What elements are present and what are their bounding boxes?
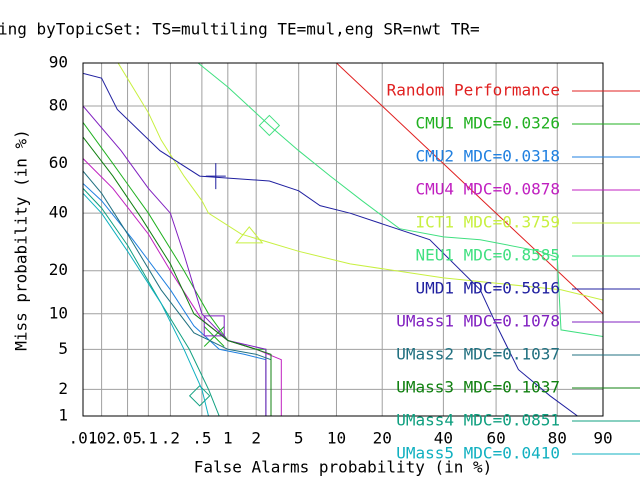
marker [203,315,225,337]
y-tick-label: 2 [58,379,68,398]
x-tick-label: 10 [327,429,346,448]
y-tick-label: 60 [49,153,68,172]
y-tick-label: 80 [49,96,68,115]
det-curve [83,136,272,416]
x-tick-label: 40 [434,429,453,448]
legend-label: UMass4 MDC=0.0851 [396,411,560,430]
marker [188,385,211,407]
x-tick-label: .1 [139,429,158,448]
det-curve [83,122,267,416]
marker [258,114,281,137]
x-tick-label: 90 [593,429,612,448]
det-curve [336,63,603,315]
det-curve [83,72,578,416]
legend-label: UMass1 MDC=0.1078 [396,312,560,331]
det-curve [117,63,603,301]
x-tick-label: .02 [87,429,116,448]
x-tick-label: 20 [373,429,392,448]
x-tick-label: 5 [294,429,304,448]
legend-label: UMass3 MDC=0.1037 [396,378,560,397]
legend-label: ICT1 MDC=0.3759 [416,213,561,232]
legend-label: CMU2 MDC=0.0318 [416,147,561,166]
det-curve [197,63,603,337]
marker [235,226,264,244]
x-tick-label: 1 [223,429,233,448]
x-tick-label: .2 [161,429,180,448]
y-tick-label: 40 [49,203,68,222]
y-tick-label: 5 [58,339,68,358]
x-tick-label: .01 [69,429,98,448]
legend: Random Performance CMU1 MDC=0.0326 CMU2 MD… [387,81,640,463]
x-tick-label: .5 [192,429,211,448]
y-tick-label: 10 [49,303,68,322]
y-axis-label: Miss probability (in %) [12,129,31,351]
chart-title: ing byTopicSet: TS=multiling TE=mul,eng … [0,20,480,39]
det-curve [83,170,272,416]
marker [205,163,226,190]
legend-label: UMD1 MDC=0.5816 [416,279,561,298]
x-tick-label: 80 [548,429,567,448]
legend-label: NEU1 MDC=0.8585 [416,246,561,265]
x-tick-label: .05 [113,429,142,448]
y-tick-label: 1 [58,406,68,425]
x-tick-label: 2 [251,429,261,448]
plot-frame [82,62,604,417]
legend-label: UMass2 MDC=0.1037 [396,345,560,364]
legend-label: Random Performance [387,81,560,100]
det-curve [83,105,267,416]
det-curve [83,183,267,416]
y-tick-label: 90 [49,53,68,72]
x-tick-label: 60 [486,429,505,448]
det-curve [83,192,209,416]
y-tick-label: 20 [49,260,68,279]
curves [83,63,603,416]
x-axis-label: False Alarms probability (in %) [194,458,493,477]
legend-label: CMU1 MDC=0.0326 [416,114,561,133]
marker [203,326,225,347]
legend-label: UMass5 MDC=0.0410 [396,444,560,463]
legend-label: CMU4 MDC=0.0878 [416,180,561,199]
